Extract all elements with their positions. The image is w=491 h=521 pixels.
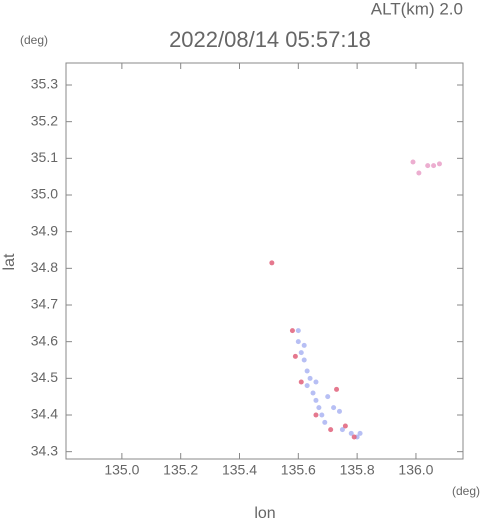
echo-point (328, 427, 334, 433)
echo-point (298, 350, 304, 356)
y-tick-label: 34.5 (31, 369, 58, 385)
echo-point (304, 368, 310, 374)
x-tick-label: 135.8 (340, 462, 375, 478)
echo-point (431, 163, 437, 169)
echo-point (301, 357, 307, 363)
x-tick-label: 135.4 (222, 462, 257, 478)
echo-point (295, 339, 301, 345)
x-tick-label: 135.2 (163, 462, 198, 478)
y-axis-label: lat (1, 253, 18, 270)
echo-point (301, 342, 307, 348)
y-tick-label: 35.1 (31, 149, 58, 165)
chart-title: 2022/08/14 05:57:18 (169, 27, 371, 52)
echo-point (304, 383, 310, 389)
y-tick-label: 34.9 (31, 222, 58, 238)
echo-point (313, 397, 319, 403)
echo-point (416, 170, 422, 176)
echo-point (313, 379, 319, 385)
chart-subtitle: ALT(km) 2.0 (371, 0, 463, 18)
echo-point (313, 412, 319, 418)
echo-point (292, 353, 298, 359)
echo-point (357, 430, 363, 436)
y-tick-label: 34.6 (31, 332, 58, 348)
echo-point (316, 405, 322, 411)
plot-frame (65, 62, 464, 460)
y-tick-label: 35.0 (31, 186, 58, 202)
echo-point (325, 394, 331, 400)
echo-point (336, 408, 342, 414)
echo-point (269, 260, 275, 266)
echo-point (342, 423, 348, 429)
echo-point (339, 427, 345, 433)
y-unit: (deg) (20, 33, 48, 47)
echo-point (295, 328, 301, 334)
echo-point (310, 390, 316, 396)
y-tick-label: 35.2 (31, 112, 58, 128)
y-tick-label: 35.3 (31, 76, 58, 92)
y-tick-label: 34.3 (31, 442, 58, 458)
echo-point (348, 430, 354, 436)
echo-point (334, 386, 340, 392)
echo-point (436, 161, 442, 167)
x-tick-label: 136.0 (398, 462, 433, 478)
x-axis-label: lon (254, 505, 275, 521)
y-tick-label: 34.8 (31, 259, 58, 275)
echo-point (425, 163, 431, 169)
echo-point (298, 379, 304, 385)
echo-point (322, 419, 328, 425)
y-tick-label: 34.4 (31, 406, 58, 422)
echo-point (331, 405, 337, 411)
echo-point (289, 328, 295, 334)
y-tick-label: 34.7 (31, 296, 58, 312)
echo-point (307, 375, 313, 381)
x-tick-label: 135.0 (104, 462, 139, 478)
x-unit: (deg) (452, 484, 480, 498)
echo-point (319, 412, 325, 418)
echo-point (351, 434, 357, 440)
x-tick-label: 135.6 (281, 462, 316, 478)
echo-point (410, 159, 416, 165)
